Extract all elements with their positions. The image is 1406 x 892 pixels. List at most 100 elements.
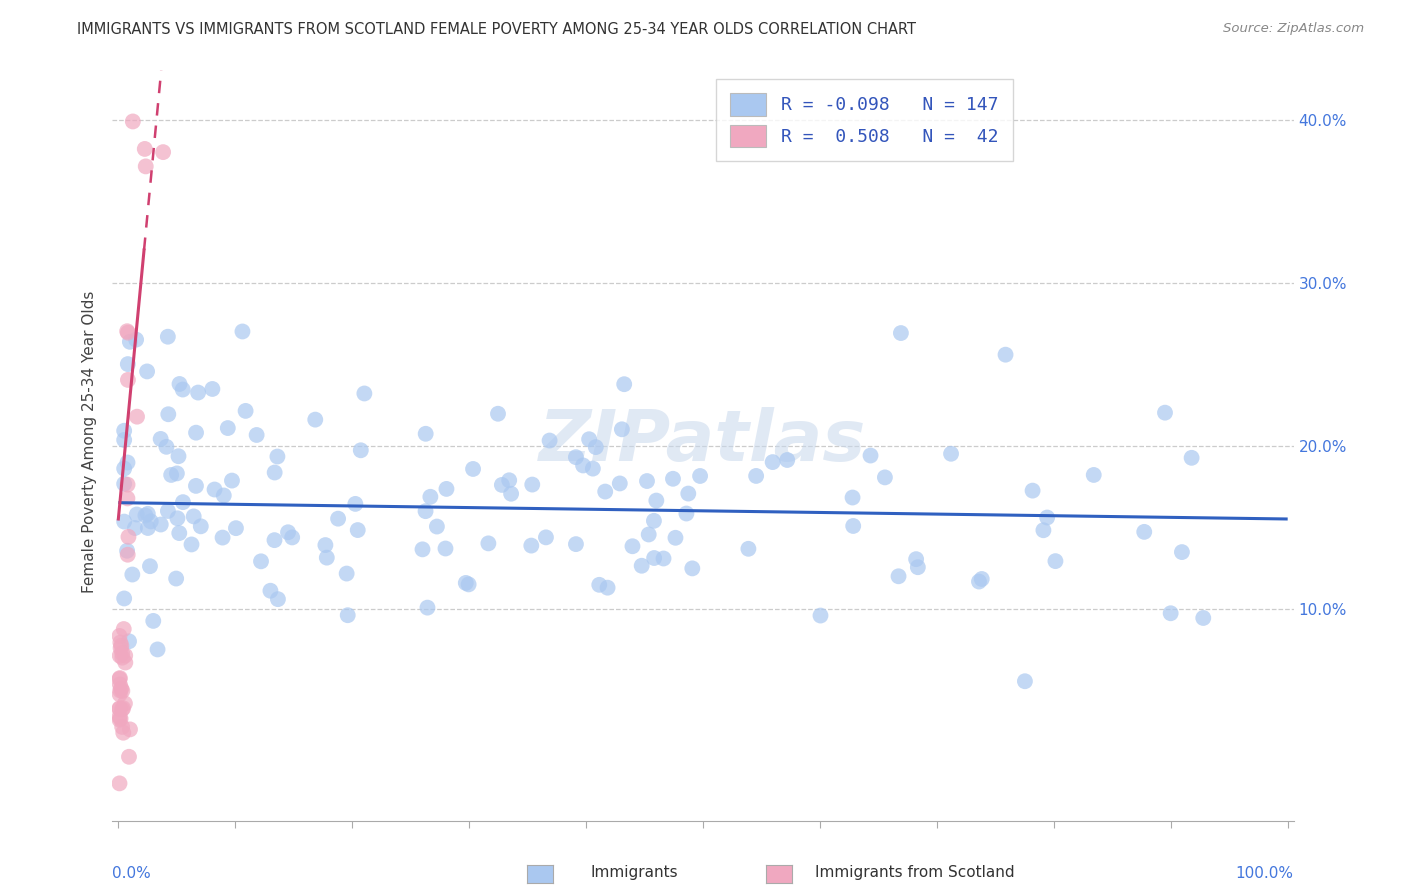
Point — [572, 458, 595, 473]
Point — [565, 537, 588, 551]
Text: Source: ZipAtlas.com: Source: ZipAtlas.com — [1223, 22, 1364, 36]
Point — [183, 509, 205, 524]
Point — [1032, 523, 1054, 537]
Point — [1014, 674, 1036, 689]
Point — [415, 504, 437, 518]
Point — [112, 424, 135, 438]
Point — [169, 526, 191, 541]
Point — [118, 749, 141, 764]
Point — [461, 462, 484, 476]
Point — [110, 683, 132, 698]
Point — [117, 326, 139, 340]
Point — [630, 558, 652, 573]
Point — [689, 469, 711, 483]
Point — [652, 551, 675, 566]
Point — [434, 541, 457, 556]
Text: 100.0%: 100.0% — [1236, 866, 1294, 881]
Point — [266, 450, 288, 464]
Point — [419, 490, 441, 504]
Point — [1133, 524, 1156, 539]
Point — [114, 648, 136, 663]
Point — [212, 488, 235, 502]
Point — [1160, 607, 1182, 621]
Point — [621, 539, 644, 553]
Point — [165, 572, 187, 586]
Point — [662, 472, 685, 486]
Y-axis label: Female Poverty Among 25-34 Year Olds: Female Poverty Among 25-34 Year Olds — [82, 291, 97, 592]
Point — [110, 640, 132, 655]
Point — [160, 467, 183, 482]
Point — [115, 543, 138, 558]
Point — [905, 552, 928, 566]
Point — [353, 386, 375, 401]
Point — [664, 531, 686, 545]
Text: Immigrants: Immigrants — [591, 865, 678, 880]
Point — [117, 530, 139, 544]
Point — [125, 508, 148, 522]
Point — [169, 376, 191, 391]
Point — [117, 373, 139, 387]
Point — [593, 484, 616, 499]
Point — [491, 478, 513, 492]
Point — [112, 476, 135, 491]
Point — [108, 648, 131, 663]
Point — [762, 455, 785, 469]
Point — [336, 566, 359, 581]
Point — [1154, 406, 1177, 420]
Point — [190, 519, 212, 533]
Point — [156, 329, 179, 343]
Point — [678, 486, 700, 500]
Point — [636, 474, 658, 488]
Point — [211, 531, 233, 545]
Point — [110, 639, 132, 653]
Point — [156, 504, 179, 518]
Point — [263, 466, 285, 480]
Point — [112, 461, 135, 475]
Point — [596, 581, 619, 595]
Point — [121, 567, 143, 582]
Point — [108, 701, 131, 715]
Point — [277, 525, 299, 540]
Point — [486, 407, 509, 421]
Point — [246, 428, 269, 442]
Point — [136, 521, 159, 535]
Point — [112, 591, 135, 606]
Point — [737, 541, 759, 556]
Point — [187, 385, 209, 400]
Point — [118, 334, 141, 349]
Point — [1171, 545, 1194, 559]
Point — [457, 577, 479, 591]
Point — [111, 702, 134, 716]
Point — [578, 432, 600, 446]
Point — [125, 333, 148, 347]
Text: IMMIGRANTS VS IMMIGRANTS FROM SCOTLAND FEMALE POVERTY AMONG 25-34 YEAR OLDS CORR: IMMIGRANTS VS IMMIGRANTS FROM SCOTLAND F… — [77, 22, 917, 37]
Point — [643, 514, 665, 528]
Point — [157, 407, 180, 421]
Point — [110, 635, 132, 649]
Point — [136, 507, 159, 521]
Point — [124, 521, 146, 535]
Point — [184, 425, 207, 440]
Point — [415, 426, 437, 441]
Point — [841, 491, 863, 505]
Point — [111, 646, 134, 660]
Point — [1083, 467, 1105, 482]
Point — [859, 449, 882, 463]
Point — [887, 569, 910, 583]
Point — [235, 404, 257, 418]
Point — [1192, 611, 1215, 625]
Point — [645, 493, 668, 508]
Point — [643, 551, 665, 566]
Point — [125, 409, 148, 424]
Point — [172, 383, 194, 397]
Point — [501, 487, 523, 501]
Point — [108, 677, 131, 691]
Point — [454, 575, 477, 590]
Point — [263, 533, 285, 548]
Point — [436, 482, 458, 496]
Point — [149, 517, 172, 532]
Point — [111, 720, 134, 734]
Point — [112, 725, 135, 739]
Point — [110, 681, 132, 696]
Point — [637, 527, 659, 541]
